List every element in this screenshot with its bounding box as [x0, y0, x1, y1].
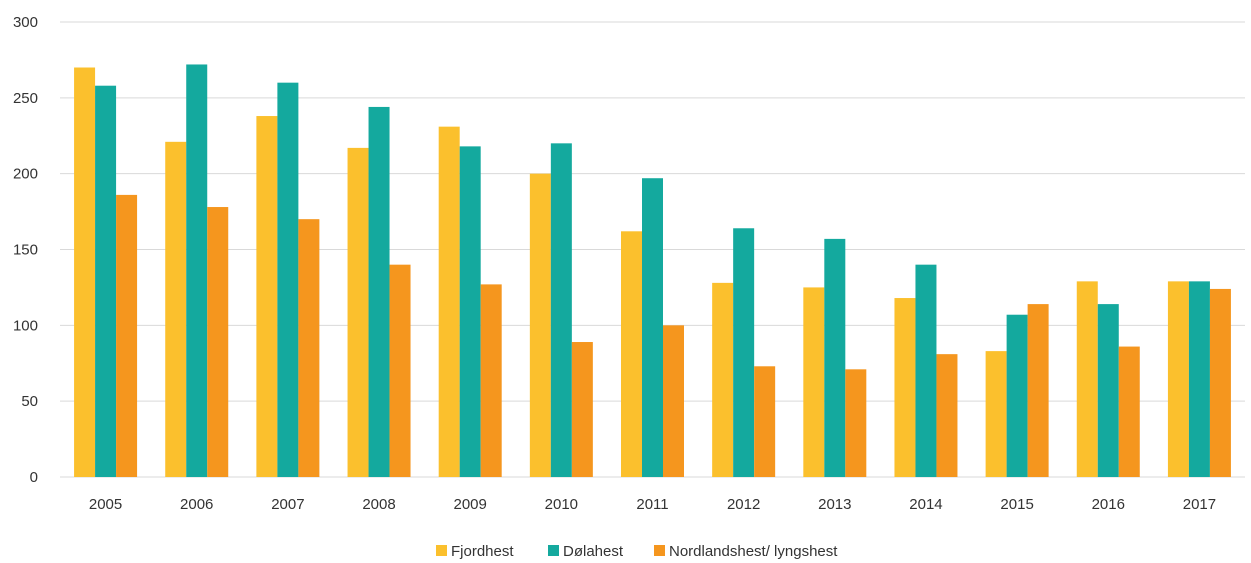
- legend-label: Fjordhest: [451, 543, 514, 560]
- x-tick-label: 2014: [909, 496, 942, 513]
- legend-swatch: [548, 545, 559, 556]
- bar: [1076, 281, 1098, 477]
- x-tick-label: 2009: [454, 496, 487, 513]
- x-tick-label: 2012: [727, 496, 760, 513]
- legend-label: Dølahest: [563, 543, 624, 560]
- y-tick-label: 200: [13, 166, 38, 183]
- bar: [894, 298, 916, 477]
- bar: [116, 194, 138, 477]
- y-axis-ticks: 0 50 100 150 200 250 300: [13, 14, 38, 486]
- bar: [74, 67, 96, 477]
- x-tick-label: 2011: [636, 496, 668, 513]
- bar: [1097, 304, 1119, 477]
- y-tick-label: 0: [30, 469, 38, 486]
- bar: [256, 116, 278, 478]
- bar: [1027, 304, 1049, 477]
- bar: [1118, 346, 1140, 477]
- bar: [277, 82, 299, 478]
- bar: [298, 219, 320, 477]
- bar: [824, 238, 846, 477]
- bar: [1167, 281, 1189, 477]
- bar: [803, 287, 825, 477]
- bar: [754, 366, 776, 477]
- y-tick-label: 300: [13, 14, 38, 31]
- x-tick-label: 2017: [1183, 496, 1216, 513]
- bar: [936, 354, 958, 477]
- bar: [438, 126, 460, 478]
- x-tick-label: 2006: [180, 496, 213, 513]
- y-tick-label: 50: [21, 393, 38, 410]
- bar: [165, 141, 187, 478]
- legend-swatch: [436, 545, 447, 556]
- bar: [368, 106, 390, 477]
- x-tick-label: 2010: [545, 496, 578, 513]
- y-tick-label: 150: [13, 242, 38, 259]
- y-tick-label: 100: [13, 317, 38, 334]
- x-tick-label: 2005: [89, 496, 122, 513]
- legend-label: Nordlandshest/ lyngshest: [669, 543, 838, 560]
- x-tick-label: 2015: [1000, 496, 1033, 513]
- bar: [95, 85, 117, 477]
- bar: [571, 342, 593, 477]
- bar: [389, 264, 411, 477]
- bar: [712, 282, 734, 477]
- x-tick-label: 2007: [271, 496, 304, 513]
- bar: [733, 228, 755, 477]
- bar: [642, 178, 663, 477]
- bars: [74, 64, 1231, 478]
- x-tick-label: 2008: [362, 496, 395, 513]
- bar: [529, 173, 551, 477]
- bar: [1209, 288, 1231, 477]
- bar: [550, 143, 572, 478]
- bar: [1006, 314, 1028, 477]
- x-tick-label: 2016: [1092, 496, 1125, 513]
- bar: [1188, 281, 1210, 477]
- bar: [459, 146, 481, 477]
- bar: [915, 264, 937, 477]
- y-tick-label: 250: [13, 90, 38, 107]
- bar: [347, 147, 369, 477]
- bar: [480, 284, 502, 477]
- legend: Fjordhest Dølahest Nordlandshest/ lyngshes…: [436, 543, 838, 560]
- legend-swatch: [654, 545, 665, 556]
- bar: [186, 64, 208, 477]
- bar: [207, 207, 229, 478]
- bar: [621, 231, 642, 477]
- bar: [663, 325, 684, 477]
- x-axis-ticks: 2005 2006 2007 2008 2009 2010 2011 2012 2013 2014…: [89, 496, 1216, 513]
- bar: [985, 351, 1007, 477]
- x-tick-label: 2013: [818, 496, 851, 513]
- bar: [845, 369, 867, 477]
